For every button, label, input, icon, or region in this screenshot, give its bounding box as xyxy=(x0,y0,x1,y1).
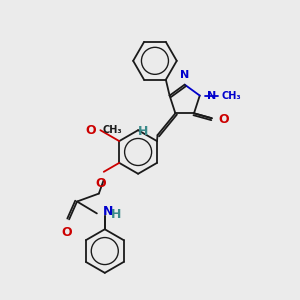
Text: CH₃: CH₃ xyxy=(102,125,122,135)
Text: N: N xyxy=(103,205,113,218)
Text: N: N xyxy=(207,91,216,100)
Text: O: O xyxy=(86,124,96,137)
Text: O: O xyxy=(62,226,72,239)
Text: CH₃: CH₃ xyxy=(221,91,241,100)
Text: H: H xyxy=(111,208,121,221)
Text: O: O xyxy=(95,177,106,190)
Text: N: N xyxy=(180,70,189,80)
Text: O: O xyxy=(219,113,230,126)
Text: H: H xyxy=(138,124,148,138)
